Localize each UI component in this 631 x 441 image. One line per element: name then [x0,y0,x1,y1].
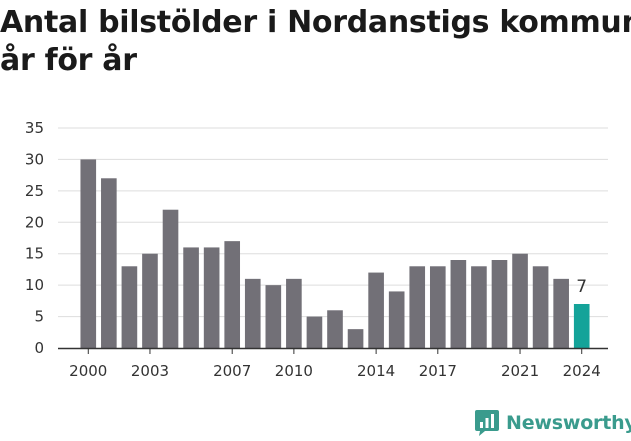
x-axis-tick-labels: 2000 2003 2007 2010 2014 2017 2021 2024 [69,348,601,380]
bar-2009 [265,285,282,348]
bar-2008 [244,278,261,348]
newsworthy-logo-icon [475,410,499,436]
y-tick-label-0: 0 [34,339,44,357]
bar-2017 [429,266,446,348]
bar-2019 [471,266,487,348]
bar-2023 [553,278,569,348]
data-label-2024: 7 [576,277,587,297]
y-tick-label-10: 10 [25,276,44,294]
bar-2004 [162,209,179,348]
y-axis-tick-labels: 0 5 10 15 20 25 30 35 [25,119,44,357]
bar-2001 [101,178,117,348]
bar-2014 [368,272,384,348]
x-tick-label-2021: 2021 [501,362,539,380]
brand-name: Newsworthy [506,412,631,434]
bar-2016 [409,266,426,348]
x-tick-label-2003: 2003 [131,362,169,380]
y-tick-label-25: 25 [25,182,44,200]
y-tick-label-30: 30 [25,150,44,168]
x-tick-label-2014: 2014 [357,362,395,380]
y-tick-label-5: 5 [34,308,44,326]
bars [80,159,590,348]
bar-2013 [347,329,364,348]
bar-2021 [512,253,528,348]
bar-2006 [203,247,220,348]
bar-2024 [573,304,590,348]
x-tick-label-2000: 2000 [69,362,107,380]
x-tick-label-2010: 2010 [275,362,313,380]
chart-title-line-1: Antal bilstölder i Nordanstigs kommun [0,5,631,40]
chart-title-line-2: år för år [0,43,137,78]
bar-2003 [142,253,158,348]
bar-2012 [327,310,343,348]
y-tick-label-35: 35 [25,119,44,137]
annotations: 7 [576,277,587,297]
bar-2011 [306,316,323,348]
bar-2020 [491,260,508,348]
x-tick-label-2007: 2007 [213,362,251,380]
bar-2002 [121,266,138,348]
y-tick-label-15: 15 [25,245,44,263]
chart-title: Antal bilstölder i Nordanstigs kommun år… [0,4,631,80]
x-tick-label-2024: 2024 [563,362,601,380]
bar-2018 [450,260,467,348]
x-tick-label-2017: 2017 [419,362,457,380]
bar-2005 [183,247,199,348]
bar-2010 [286,278,302,348]
bar-2022 [532,266,549,348]
y-tick-label-20: 20 [25,213,44,231]
bar-2015 [388,291,405,348]
bar-2000 [80,159,97,348]
bar-2007 [224,241,241,348]
brand-logo: Newsworthy [474,405,631,441]
